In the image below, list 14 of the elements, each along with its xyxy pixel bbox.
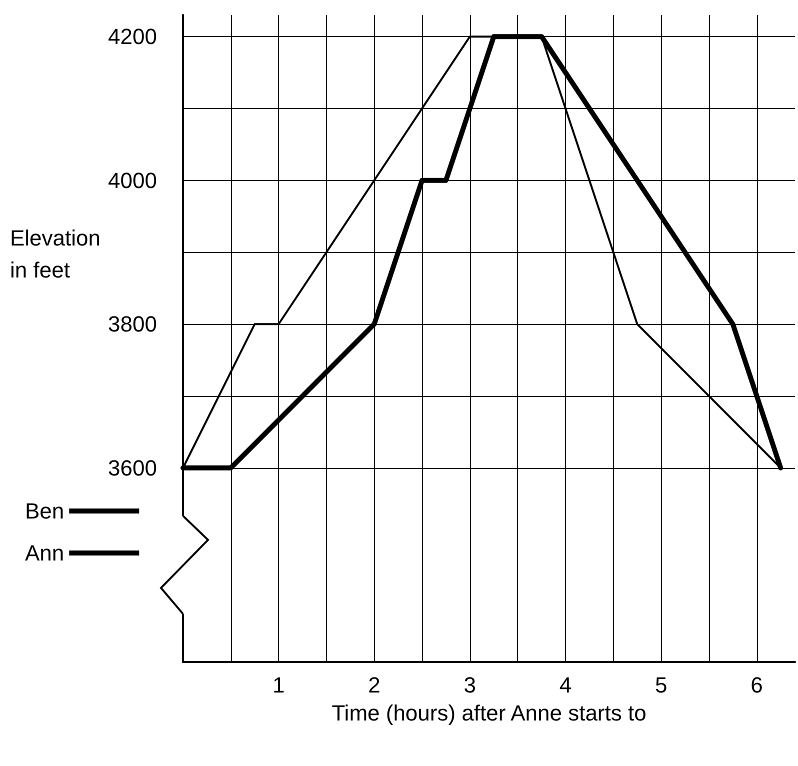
x-tick-label: 4 [559, 672, 572, 698]
y-tick-label: 3600 [108, 455, 157, 480]
x-tick-label: 6 [750, 672, 763, 698]
y-tick-label: 4000 [108, 168, 157, 193]
x-axis-title: Time (hours) after Anne starts to [332, 700, 646, 726]
x-tick-label: 5 [655, 672, 668, 698]
y-tick-label: 4200 [108, 24, 157, 50]
legend-label: Ben [24, 498, 64, 524]
y-tick-label: 3800 [108, 312, 157, 337]
x-tick-label: 3 [464, 672, 476, 698]
x-tick-label: 2 [368, 672, 380, 698]
legend-label: Ann [24, 540, 64, 566]
x-tick-label: 1 [272, 672, 285, 698]
y-axis-title: Elevation in feet [10, 226, 107, 282]
